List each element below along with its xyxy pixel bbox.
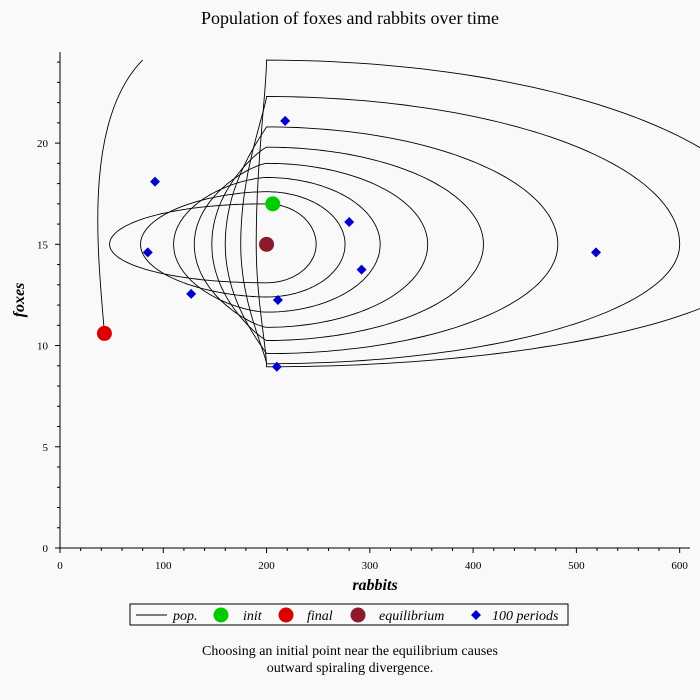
legend-label: final	[307, 609, 333, 624]
period-point	[271, 361, 282, 372]
trajectory-loop	[140, 191, 346, 298]
y-tick-label: 10	[37, 341, 49, 353]
x-axis-label: rabbits	[352, 577, 397, 594]
x-tick-label: 400	[465, 560, 482, 572]
x-tick-label: 0	[57, 560, 63, 572]
legend: pop. init final equilibrium 100 periods	[129, 603, 569, 626]
period-point	[591, 247, 602, 258]
x-tick-label: 200	[258, 560, 275, 572]
x-tick-label: 500	[568, 560, 585, 572]
legend-periods-swatch	[471, 610, 481, 620]
chart-title: Population of foxes and rabbits over tim…	[201, 8, 499, 28]
legend-init-swatch	[213, 607, 229, 623]
legend-final-swatch	[278, 607, 294, 623]
y-tick-label: 5	[43, 442, 49, 454]
trajectory-loop	[173, 177, 381, 313]
axes: 0 100 200 300 400 500 600 0 5 10 15 20	[37, 52, 690, 572]
period-point	[280, 115, 291, 126]
trajectory-loop	[224, 126, 559, 355]
legend-label: pop.	[172, 609, 198, 624]
trajectory-loop	[211, 146, 484, 341]
markers	[96, 115, 602, 372]
trajectory-loop	[255, 59, 700, 368]
legend-label: 100 periods	[492, 609, 559, 624]
init-point	[265, 196, 281, 212]
y-tick-label: 15	[37, 239, 49, 251]
equilibrium-point	[259, 236, 275, 252]
period-point	[344, 217, 355, 228]
period-point	[142, 247, 153, 258]
final-point	[96, 325, 112, 341]
trajectory-tail	[97, 59, 143, 334]
period-point	[272, 295, 283, 305]
period-point	[150, 176, 161, 187]
trajectory-loop	[193, 162, 429, 328]
y-tick-label: 0	[43, 543, 49, 555]
y-axis-label: foxes	[11, 283, 28, 318]
x-tick-label: 100	[155, 560, 172, 572]
y-tick-label: 20	[37, 138, 49, 150]
legend-box	[129, 603, 569, 626]
trajectory-loop	[240, 96, 681, 365]
population-trajectory	[97, 59, 700, 368]
period-point	[186, 288, 197, 299]
legend-label: equilibrium	[379, 609, 444, 624]
x-tick-label: 300	[362, 560, 379, 572]
trajectory-loop	[109, 203, 317, 284]
period-point	[356, 264, 367, 275]
legend-equilibrium-swatch	[350, 607, 366, 623]
legend-label: init	[243, 609, 263, 624]
figure-caption: Choosing an initial point near the equil…	[202, 644, 498, 676]
x-tick-label: 600	[671, 560, 688, 572]
